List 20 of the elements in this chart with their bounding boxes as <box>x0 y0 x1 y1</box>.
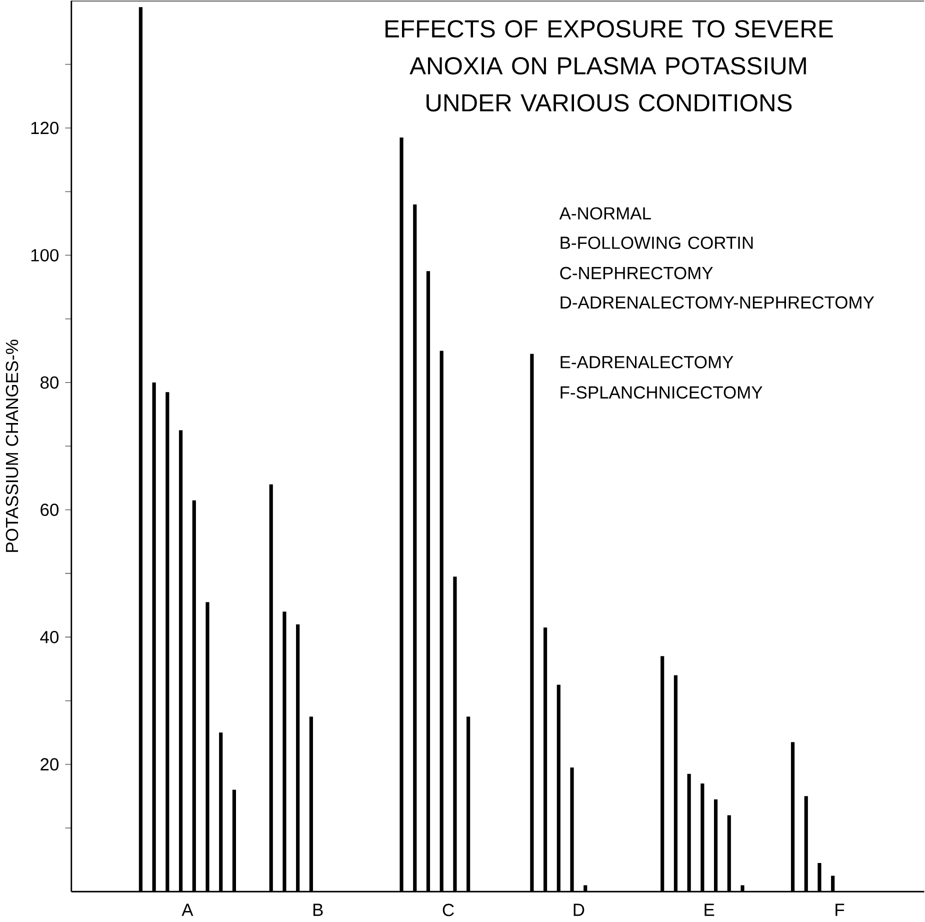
annotation: A-NORMAL <box>559 207 651 220</box>
y-axis-title: POTASSIUM CHANGES-% <box>6 340 18 552</box>
x-tick-label: D <box>574 904 584 916</box>
y-tick-label: 40 <box>40 630 59 644</box>
annotation: F-SPLANCHNICECTOMY <box>560 386 762 399</box>
x-tick-label: A <box>182 904 194 916</box>
x-tick-label: B <box>313 904 323 916</box>
y-tick-label: 100 <box>31 249 59 262</box>
x-tick-label: E <box>704 904 714 916</box>
x-tick-label: C <box>442 904 454 916</box>
y-tick-label: 120 <box>31 122 59 134</box>
y-tick-label: 80 <box>40 376 59 389</box>
x-tick-label: F <box>836 904 844 916</box>
annotation: E-ADRENALECTOMY <box>560 356 734 368</box>
y-tick-label: 60 <box>40 504 59 516</box>
annotation: D-ADRENALECTOMY-NEPHRECTOMY <box>560 296 874 309</box>
y-tick-label: 20 <box>40 758 59 771</box>
text: EFFECTS OF EXPOSURE TO SEVERE ANOXIA ON PLASMA POTASSIUM UNDER VARIOUS CONDITIONS <box>386 20 833 112</box>
annotation: B-FOLLOWING CORTIN <box>560 236 753 249</box>
annotation: C-NEPHRECTOMY <box>560 266 713 280</box>
